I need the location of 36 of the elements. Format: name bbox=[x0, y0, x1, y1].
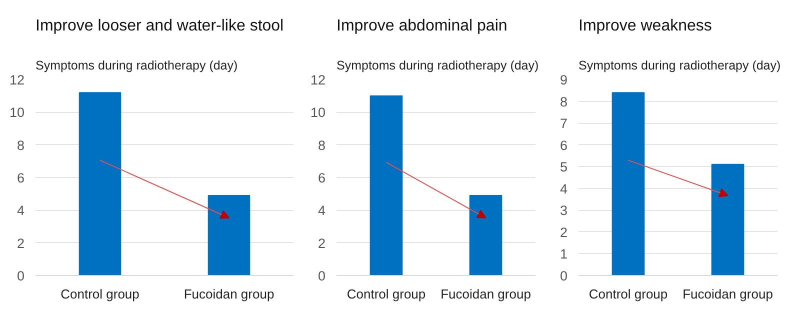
y-tick-label: 0 bbox=[16, 268, 25, 284]
y-tick-label: 2 bbox=[318, 236, 326, 251]
y-tick-label: 9 bbox=[560, 72, 568, 88]
x-tick-label: Control group bbox=[60, 286, 140, 302]
y-tick-label: 10 bbox=[9, 105, 25, 120]
y-tick-label: 3 bbox=[560, 203, 568, 218]
y-tick-label: 10 bbox=[310, 105, 326, 120]
y-tick-label: 5 bbox=[560, 160, 568, 175]
y-tick-label: 12 bbox=[9, 72, 25, 88]
y-tick-label: 0 bbox=[318, 268, 326, 284]
y-tick-label: 7 bbox=[560, 116, 568, 132]
y-tick-label: 8 bbox=[318, 138, 326, 153]
y-tick-label: 6 bbox=[560, 138, 568, 153]
y-tick-label: 2 bbox=[16, 236, 25, 251]
x-tick-label: Fucoidan group bbox=[682, 286, 773, 302]
y-tick-label: 0 bbox=[560, 268, 568, 284]
y-tick-label: 8 bbox=[16, 138, 25, 153]
chart-title: Improve weakness bbox=[578, 18, 712, 34]
x-tick-label: Control group bbox=[588, 286, 668, 302]
y-axis-title: Symptoms during radiotherapy (day) bbox=[36, 58, 238, 72]
y-axis-title: Symptoms during radiotherapy (day) bbox=[578, 58, 781, 72]
x-tick-label: Control group bbox=[346, 286, 426, 302]
x-tick-label: Fucoidan group bbox=[440, 286, 531, 302]
y-tick-label: 4 bbox=[318, 203, 326, 218]
y-tick-label: 8 bbox=[560, 94, 568, 110]
chart-title: Improve looser and water-like stool bbox=[36, 18, 284, 34]
y-tick-label: 12 bbox=[310, 72, 326, 88]
y-tick-label: 4 bbox=[560, 181, 568, 196]
x-tick-label: Fucoidan group bbox=[184, 286, 274, 302]
y-axis-title: Symptoms during radiotherapy (day) bbox=[336, 58, 539, 72]
y-tick-label: 6 bbox=[318, 170, 326, 186]
y-tick-label: 2 bbox=[560, 224, 568, 240]
y-tick-label: 1 bbox=[560, 246, 568, 262]
y-tick-label: 4 bbox=[16, 203, 25, 218]
y-tick-label: 6 bbox=[16, 170, 25, 186]
chart-title: Improve abdominal pain bbox=[336, 18, 508, 34]
